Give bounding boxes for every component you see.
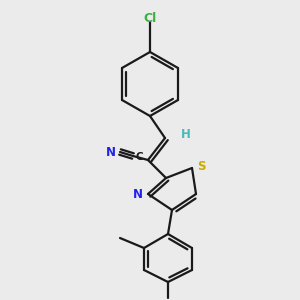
Text: S: S [197, 160, 206, 172]
Text: H: H [181, 128, 191, 140]
Text: N: N [106, 146, 116, 158]
Text: Cl: Cl [143, 13, 157, 26]
Text: C: C [135, 152, 142, 162]
Text: N: N [133, 188, 143, 200]
